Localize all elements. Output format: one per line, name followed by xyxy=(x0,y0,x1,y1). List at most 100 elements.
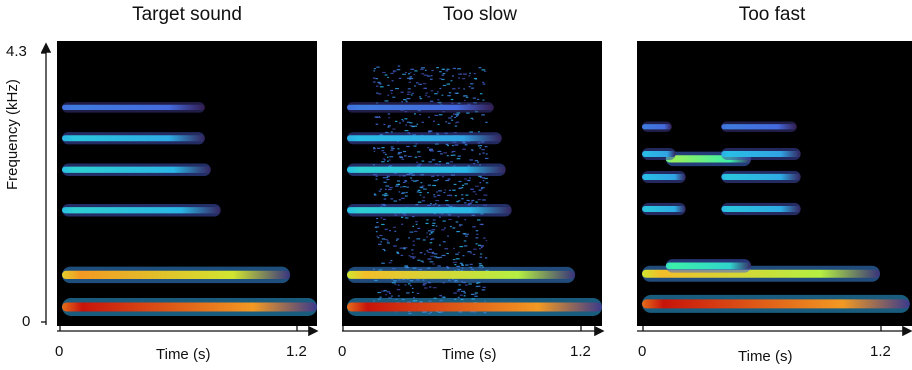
spectral-noise-speck xyxy=(454,144,459,146)
spectral-noise-speck xyxy=(399,156,404,159)
spectral-noise-speck xyxy=(437,194,441,196)
spectral-noise-speck xyxy=(375,175,378,177)
spectral-noise-speck xyxy=(402,247,406,249)
spectral-noise-speck xyxy=(465,235,468,237)
spectral-noise-speck xyxy=(437,265,441,267)
spectral-noise-speck xyxy=(394,283,397,285)
spectral-noise-speck xyxy=(384,159,386,161)
spectral-noise-speck xyxy=(398,199,401,201)
spectral-noise-speck xyxy=(402,73,406,75)
spectral-noise-speck xyxy=(431,238,435,240)
spectral-noise-speck xyxy=(384,238,388,241)
spectral-noise-speck xyxy=(475,185,479,187)
spectral-noise-speck xyxy=(407,91,411,93)
spectral-noise-speck xyxy=(472,191,476,193)
harmonic-band xyxy=(642,173,686,180)
spectral-noise-speck xyxy=(462,78,466,80)
spectral-noise-speck xyxy=(464,202,467,204)
spectral-noise-speck xyxy=(422,196,426,198)
spectral-noise-speck xyxy=(399,122,401,124)
spectral-noise-speck xyxy=(471,149,474,152)
spectral-noise-speck xyxy=(413,230,418,233)
spectral-noise-speck xyxy=(400,91,404,93)
spectral-noise-speck xyxy=(434,253,438,255)
spectral-noise-speck xyxy=(405,191,408,194)
spectral-noise-speck xyxy=(395,185,399,187)
spectral-noise-speck xyxy=(390,72,394,75)
spectral-noise-speck xyxy=(461,187,464,189)
spectral-noise-speck xyxy=(415,180,419,182)
spectral-noise-speck xyxy=(420,68,424,70)
spectral-noise-speck xyxy=(484,177,488,180)
spectral-noise-speck xyxy=(445,143,449,146)
spectral-noise-speck xyxy=(447,144,450,147)
spectral-noise-speck xyxy=(463,240,467,242)
spectral-noise-speck xyxy=(425,69,427,71)
spectral-noise-speck xyxy=(419,97,423,100)
spectral-noise-speck xyxy=(471,199,475,202)
spectral-noise-speck xyxy=(410,94,413,96)
spectral-noise-speck xyxy=(412,215,415,218)
harmonic-band xyxy=(721,173,801,181)
spectral-noise-speck xyxy=(412,256,416,258)
spectral-noise-speck xyxy=(446,68,450,70)
spectral-noise-speck xyxy=(416,123,419,125)
spectral-noise-speck xyxy=(402,150,407,153)
spectral-noise-speck xyxy=(383,181,387,183)
x-tick-label-1-start: 0 xyxy=(338,343,347,360)
spectral-noise-speck xyxy=(404,180,408,182)
spectral-noise-speck xyxy=(478,153,481,155)
spectral-noise-speck xyxy=(381,161,385,163)
spectral-noise-speck xyxy=(451,75,454,77)
spectral-noise-speck xyxy=(429,148,433,150)
spectral-noise-speck xyxy=(424,287,428,289)
spectral-noise-speck xyxy=(447,95,451,97)
spectral-noise-speck xyxy=(454,116,456,119)
spectral-noise-speck xyxy=(401,197,405,199)
spectral-noise-speck xyxy=(478,131,480,133)
spectral-noise-speck xyxy=(431,252,435,255)
spectral-noise-speck xyxy=(379,296,382,298)
spectral-noise-speck xyxy=(454,261,458,263)
spectral-noise-speck xyxy=(397,180,400,182)
spectral-noise-speck xyxy=(387,126,390,128)
spectral-noise-speck xyxy=(423,87,428,89)
spectral-noise-speck xyxy=(405,195,408,197)
spectral-noise-speck xyxy=(433,196,437,198)
spectral-noise-speck xyxy=(479,93,483,95)
spectral-noise-speck xyxy=(439,153,443,155)
spectral-noise-speck xyxy=(397,148,400,150)
spectral-noise-speck xyxy=(383,218,386,220)
spectral-noise-speck xyxy=(479,264,483,267)
spectral-noise-speck xyxy=(457,296,460,298)
spectral-noise-speck xyxy=(380,188,382,190)
spectral-noise-speck xyxy=(407,77,411,79)
spectral-noise-speck xyxy=(390,131,393,133)
spectral-noise-speck xyxy=(432,287,437,289)
spectral-noise-speck xyxy=(410,177,413,179)
spectral-noise-speck xyxy=(422,83,427,85)
spectral-noise-speck xyxy=(480,187,485,189)
spectral-noise-speck xyxy=(441,68,445,70)
x-tick-label-1-end: 1.2 xyxy=(570,343,591,360)
spectral-noise-speck xyxy=(420,260,424,262)
spectral-noise-speck xyxy=(385,185,390,187)
spectral-noise-speck xyxy=(426,192,429,194)
spectral-noise-speck xyxy=(417,259,421,261)
spectral-noise-speck xyxy=(415,125,418,127)
x-tick-label-2-start: 0 xyxy=(638,343,647,360)
spectral-noise-speck xyxy=(432,219,436,221)
spectral-noise-speck xyxy=(377,291,382,294)
spectral-noise-speck xyxy=(470,252,472,254)
spectral-noise-speck xyxy=(427,147,430,149)
spectral-noise-speck xyxy=(457,288,462,291)
spectral-noise-speck xyxy=(406,121,410,123)
spectral-noise-speck xyxy=(471,149,474,151)
spectral-noise-speck xyxy=(472,253,476,256)
spectral-noise-speck xyxy=(453,247,455,250)
spectrogram-target xyxy=(57,41,317,326)
spectral-noise-speck xyxy=(427,96,431,98)
harmonic-band xyxy=(62,207,221,214)
spectral-noise-speck xyxy=(414,85,416,87)
spectral-noise-speck xyxy=(441,94,444,96)
